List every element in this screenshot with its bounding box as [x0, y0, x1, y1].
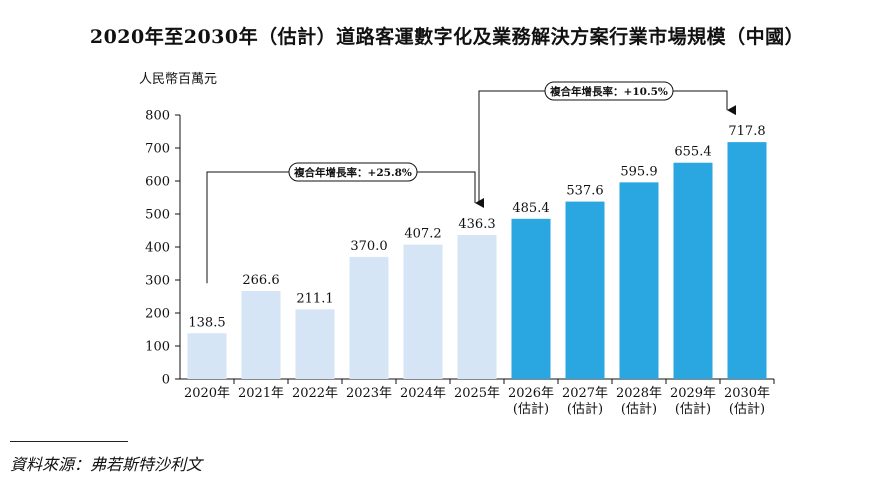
bar [565, 201, 605, 379]
y-tick-label: 0 [162, 373, 170, 388]
bars-group [187, 142, 767, 379]
y-tick-label: 400 [145, 241, 170, 256]
value-label: 485.4 [512, 201, 549, 216]
chart-title: 2020年至2030年（估計）道路客運數字化及業務解決方案行業市場規模（中國） [89, 26, 805, 48]
bar [187, 333, 227, 379]
y-axis-label: 人民幣百萬元 [139, 72, 217, 87]
x-tick-label: 2029年 [670, 386, 716, 401]
x-tick-label: 2025年 [454, 386, 500, 401]
bar [457, 235, 497, 379]
x-tick-label: (估計) [567, 401, 603, 417]
bar [295, 309, 335, 379]
bar [673, 162, 713, 379]
value-label: 370.0 [350, 239, 387, 254]
y-tick-label: 600 [145, 175, 170, 190]
bar [727, 142, 767, 379]
x-tick-label: (估計) [675, 401, 711, 417]
value-label: 436.3 [458, 217, 495, 232]
x-tick-label: 2030年 [724, 386, 770, 401]
cagr-pill [544, 81, 674, 101]
y-tick-label: 700 [145, 142, 170, 157]
value-label: 211.1 [296, 291, 333, 306]
y-tick-label: 300 [145, 274, 170, 289]
bar [349, 256, 389, 379]
x-tick-label: 2020年 [184, 386, 230, 401]
value-label: 407.2 [404, 227, 441, 242]
x-tick-label: 2028年 [616, 386, 662, 401]
cagr-pill [288, 162, 418, 182]
x-tick-label: 2023年 [346, 386, 392, 401]
x-tick-labels-group: 2020年 2021年 2022年 2023年 2024年 2025年 2026年(估計)2… [184, 379, 775, 417]
x-tick-label: 2024年 [400, 386, 446, 401]
value-label: 595.9 [620, 164, 657, 179]
value-labels-group: 138.5 266.6 211.1 370.0 407.2 436.3 485.4 537.6… [188, 124, 765, 330]
cagr-label: 複合年增長率：+25.8% [293, 166, 412, 179]
value-label: 537.6 [566, 184, 603, 199]
x-tick-label: 2021年 [238, 386, 284, 401]
y-tick-label: 500 [145, 208, 170, 223]
x-tick-label: 2026年 [508, 386, 554, 401]
y-tick-label: 200 [145, 307, 170, 322]
bar [619, 182, 659, 379]
value-label: 138.5 [188, 315, 225, 330]
y-tick-label: 800 [145, 109, 170, 124]
x-tick-label: 2022年 [292, 386, 338, 401]
bar [403, 244, 443, 379]
y-tick-label: 100 [145, 340, 170, 355]
x-tick-label: (估計) [621, 401, 657, 417]
cagr-annotations-group: 複合年增長率：+25.8% 複合年增長率：+10.5% [206, 81, 736, 284]
source-divider [10, 441, 128, 442]
value-label: 655.4 [674, 145, 711, 160]
x-tick-label: (估計) [729, 401, 765, 417]
x-tick-label: 2027年 [562, 386, 608, 401]
source-note: 資料來源：弗若斯特沙利文 [10, 455, 203, 474]
bar [241, 291, 281, 379]
value-label: 717.8 [728, 124, 765, 139]
bar [511, 218, 551, 379]
value-label: 266.6 [242, 273, 279, 288]
x-tick-label: (估計) [513, 401, 549, 417]
cagr-label: 複合年增長率：+10.5% [549, 85, 668, 98]
